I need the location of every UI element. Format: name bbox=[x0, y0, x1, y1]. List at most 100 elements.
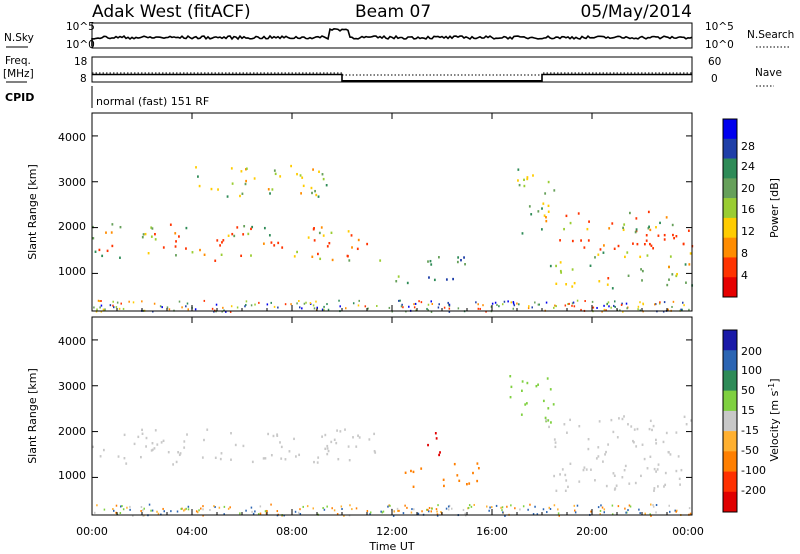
heatmap-cell bbox=[667, 308, 669, 311]
heatmap-cell bbox=[554, 441, 557, 444]
colorbar-swatch bbox=[723, 491, 737, 513]
heatmap-cell bbox=[644, 512, 646, 515]
heatmap-cell bbox=[366, 242, 369, 246]
heatmap-cell bbox=[555, 264, 557, 268]
heatmap-cell bbox=[413, 508, 415, 511]
heatmap-cell bbox=[430, 263, 433, 266]
heatmap-cell bbox=[301, 176, 304, 179]
heatmap-cell bbox=[298, 453, 301, 457]
heatmap-cell bbox=[456, 260, 459, 264]
heatmap-cell bbox=[227, 507, 230, 510]
heatmap-cell bbox=[572, 301, 575, 304]
heatmap-cell bbox=[299, 508, 301, 511]
heatmap-cell bbox=[241, 192, 244, 195]
heatmap-cell bbox=[523, 184, 526, 188]
heatmap-cell bbox=[221, 241, 223, 244]
heatmap-cell bbox=[245, 303, 247, 306]
heatmap-cell bbox=[648, 427, 651, 431]
heatmap-cell bbox=[156, 510, 158, 513]
heatmap-cell bbox=[443, 484, 445, 488]
heatmap-cell bbox=[433, 278, 436, 282]
heatmap-cell bbox=[178, 453, 181, 457]
heatmap-cell bbox=[683, 415, 686, 419]
heatmap-cell bbox=[239, 512, 241, 515]
heatmap-cell bbox=[128, 300, 130, 303]
heatmap-cell bbox=[685, 281, 687, 284]
heatmap-cell bbox=[607, 443, 610, 446]
heatmap-cell bbox=[617, 505, 620, 508]
heatmap-cell bbox=[477, 303, 479, 306]
heatmap-cell bbox=[150, 449, 153, 452]
heatmap-cell bbox=[565, 283, 568, 286]
heatmap-cell bbox=[532, 513, 535, 516]
heatmap-cell bbox=[547, 419, 550, 422]
heatmap-cell bbox=[331, 258, 334, 262]
heatmap-cell bbox=[673, 236, 675, 240]
heatmap-cell bbox=[151, 442, 154, 445]
heatmap-cell bbox=[336, 513, 339, 516]
heatmap-cell bbox=[276, 510, 279, 513]
heatmap-cell bbox=[655, 470, 657, 473]
heatmap-cell bbox=[646, 254, 649, 257]
heatmap-cell bbox=[93, 306, 95, 309]
heatmap-cell bbox=[534, 505, 536, 508]
heatmap-cell bbox=[102, 308, 105, 311]
heatmap-cell bbox=[445, 507, 448, 510]
heatmap-cell bbox=[453, 462, 456, 466]
heatmap-cell bbox=[302, 505, 304, 508]
heatmap-cell bbox=[397, 275, 400, 278]
colorbar-swatch bbox=[723, 119, 737, 140]
heatmap-cell bbox=[302, 184, 305, 188]
heatmap-cell bbox=[112, 300, 114, 303]
heatmap-cell bbox=[99, 306, 101, 309]
heatmap-cell bbox=[326, 447, 329, 450]
heatmap-cell bbox=[404, 471, 407, 474]
heatmap-cell bbox=[96, 504, 98, 507]
heatmap-cell bbox=[257, 513, 260, 516]
heatmap-cell bbox=[457, 256, 460, 259]
heatmap-cell bbox=[448, 304, 451, 307]
heatmap-cell bbox=[615, 484, 618, 487]
heatmap-cell bbox=[689, 512, 692, 515]
heatmap-cell bbox=[157, 512, 160, 515]
heatmap-cell bbox=[400, 305, 403, 308]
heatmap-cell bbox=[640, 268, 642, 271]
heatmap-cell bbox=[642, 302, 644, 305]
heatmap-cell bbox=[439, 451, 441, 454]
heatmap-cell bbox=[526, 176, 529, 179]
heatmap-cell bbox=[175, 240, 177, 243]
heatmap-cell bbox=[215, 303, 218, 306]
heatmap-cell bbox=[369, 511, 372, 514]
heatmap-cell bbox=[559, 269, 562, 273]
heatmap-cell bbox=[129, 505, 131, 508]
heatmap-cell bbox=[463, 256, 465, 259]
freq-label-line1: Freq. bbox=[5, 55, 31, 67]
heatmap-cell bbox=[650, 503, 652, 506]
power-cbar-tick-24: 24 bbox=[741, 160, 755, 173]
heatmap-cell bbox=[301, 307, 303, 310]
heatmap-cell bbox=[150, 235, 153, 238]
heatmap-cell bbox=[226, 195, 229, 198]
heatmap-cell bbox=[357, 304, 360, 307]
heatmap-cell bbox=[352, 302, 355, 305]
heatmap-cell bbox=[95, 310, 98, 313]
heatmap-cell bbox=[576, 299, 579, 302]
heatmap-cell bbox=[623, 415, 625, 418]
heatmap-cell bbox=[613, 304, 615, 307]
power-colorbar-swatches bbox=[723, 119, 737, 298]
velocity-ticks bbox=[91, 317, 693, 515]
heatmap-cell bbox=[288, 450, 291, 453]
heatmap-cell bbox=[685, 422, 688, 426]
heatmap-cell bbox=[265, 512, 268, 515]
heatmap-cell bbox=[610, 306, 612, 309]
heatmap-cell bbox=[132, 301, 135, 304]
heatmap-cell bbox=[229, 506, 231, 509]
heatmap-cell bbox=[491, 506, 493, 509]
heatmap-cell bbox=[166, 306, 169, 309]
heatmap-cell bbox=[231, 232, 234, 236]
heatmap-cell bbox=[567, 303, 569, 306]
heatmap-cell bbox=[544, 192, 547, 195]
heatmap-cell bbox=[671, 305, 673, 308]
power-cbar-tick-16: 16 bbox=[741, 203, 755, 216]
heatmap-cell bbox=[666, 283, 669, 287]
